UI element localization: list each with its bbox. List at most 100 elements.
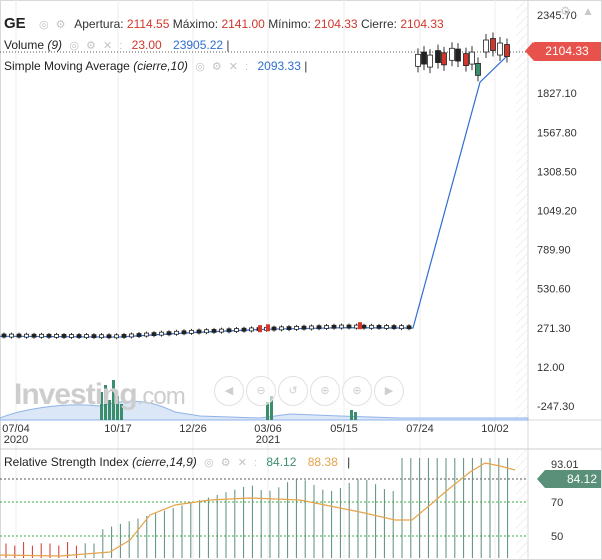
candle-body [16, 333, 22, 338]
rsi-tick-label: 70 [551, 497, 563, 509]
candle-body [427, 54, 433, 68]
candle-body [121, 334, 127, 338]
candle-body [211, 329, 217, 333]
candle-body [406, 325, 412, 330]
candle-body [204, 329, 209, 334]
date-tick-label: 05/15 [330, 423, 358, 435]
rsi-param: (cierre,14,9) [132, 455, 197, 469]
candle-body [266, 324, 270, 332]
candle-body [384, 325, 389, 329]
date-tick-label: 12/26 [179, 423, 207, 435]
candle-body [181, 330, 187, 335]
volume-bar [120, 404, 123, 420]
price-tick-label: 789.90 [537, 245, 571, 257]
close-label: Cierre: [360, 17, 397, 31]
candle-body [258, 325, 262, 333]
price-tick-label: 271.30 [537, 323, 571, 335]
candle-body [226, 328, 232, 333]
candle-body [9, 333, 14, 338]
candle-body [324, 325, 329, 329]
volume-bar [112, 380, 115, 420]
investing-watermark: Investing.com [14, 378, 186, 412]
sma-value: 2093.33 [257, 59, 301, 73]
candle-body [144, 332, 149, 337]
candle-body [504, 44, 510, 57]
rsi-label[interactable]: Relative Strength Index [4, 455, 129, 469]
candle-body [399, 325, 404, 330]
candle-body [24, 333, 29, 338]
candle-body [483, 39, 489, 53]
low-label: Mínimo: [268, 17, 311, 31]
rsi-value-2: 88.38 [307, 455, 338, 469]
volume-bar [266, 402, 269, 420]
zoom-in-icon[interactable]: ⊕ [310, 376, 340, 406]
candle-body [449, 47, 455, 61]
scroll-right-icon[interactable]: ▶ [374, 376, 404, 406]
ticker-symbol[interactable]: GE [4, 15, 26, 32]
rsi-controls-icon[interactable]: ◎ ⚙ ✕ : [204, 457, 260, 469]
volume-area [0, 400, 529, 421]
date-tick-label: 07/24 [406, 423, 434, 435]
candle-body [1, 333, 7, 338]
zoom-out-icon[interactable]: ⊖ [246, 376, 276, 406]
high-value: 2141.00 [221, 17, 265, 31]
candle-body [219, 328, 224, 333]
candle-body [286, 326, 292, 331]
date-tick-label: 10/17 [104, 423, 132, 435]
sma-label[interactable]: Simple Moving Average [4, 59, 130, 73]
scroll-left-icon[interactable]: ◀ [214, 376, 244, 406]
zoom-icon[interactable]: ⊕ [342, 376, 372, 406]
sma-legend: Simple Moving Average (cierre,10) ◎ ⚙ ✕ … [4, 59, 308, 73]
candle-body [354, 324, 359, 329]
candle-body [369, 324, 374, 329]
date-tick-label: 07/04 [2, 423, 30, 435]
reset-icon[interactable]: ↺ [278, 376, 308, 406]
eye-icon[interactable]: ◎ ⚙ [39, 19, 68, 31]
candle-body [234, 328, 239, 332]
sma-controls-icon[interactable]: ◎ ⚙ ✕ : [195, 61, 251, 73]
candle-body [151, 332, 157, 337]
volume-bar [354, 412, 357, 420]
price-tick-label: 1567.80 [537, 127, 577, 139]
candle-body [358, 322, 362, 330]
candle-body [76, 334, 82, 338]
candle-body [463, 53, 469, 66]
candle-body [475, 62, 481, 76]
current-price-badge: 2104.33 [525, 42, 601, 61]
volume-param: (9) [47, 38, 63, 52]
rsi-histogram [5, 458, 509, 558]
volume-controls-icon[interactable]: ◎ ⚙ ✕ : [69, 40, 125, 52]
volume-bar [108, 400, 111, 420]
price-tick-label: 530.60 [537, 284, 571, 296]
candle-body [99, 334, 104, 339]
candle-body [166, 331, 172, 336]
candle-body [54, 333, 59, 338]
volume-bar [116, 396, 119, 420]
candle-body [31, 333, 37, 338]
watermark-suffix: .com [136, 383, 186, 410]
high-label: Máximo: [172, 17, 219, 31]
volume-label[interactable]: Volume [4, 38, 45, 52]
volume-bars [100, 380, 357, 420]
candle-body [136, 333, 142, 337]
candle-body [174, 330, 179, 335]
sma-param: (cierre,10) [133, 59, 188, 73]
candle-body [249, 327, 254, 332]
volume-value-2: 23905.22 [173, 38, 224, 52]
rsi-axis: 93.01 70 50 [551, 459, 579, 543]
candle-body [361, 324, 367, 329]
candle-body [114, 334, 119, 339]
vertical-grid [15, 0, 496, 560]
rsi-tick-label: 93.01 [551, 459, 579, 471]
chart-settings-icons[interactable]: ⚙ ▲ [560, 4, 598, 18]
candle-body [129, 333, 134, 338]
sma-line [0, 52, 511, 338]
candle-body [497, 42, 503, 56]
candle-body [196, 329, 202, 334]
open-label: Apertura: [74, 17, 124, 31]
price-tick-label: 1827.10 [537, 88, 577, 100]
rsi-legend: Relative Strength Index (cierre,14,9) ◎ … [4, 455, 351, 469]
candle-body [189, 329, 194, 334]
rsi-value-badge: 84.12 [537, 470, 601, 488]
